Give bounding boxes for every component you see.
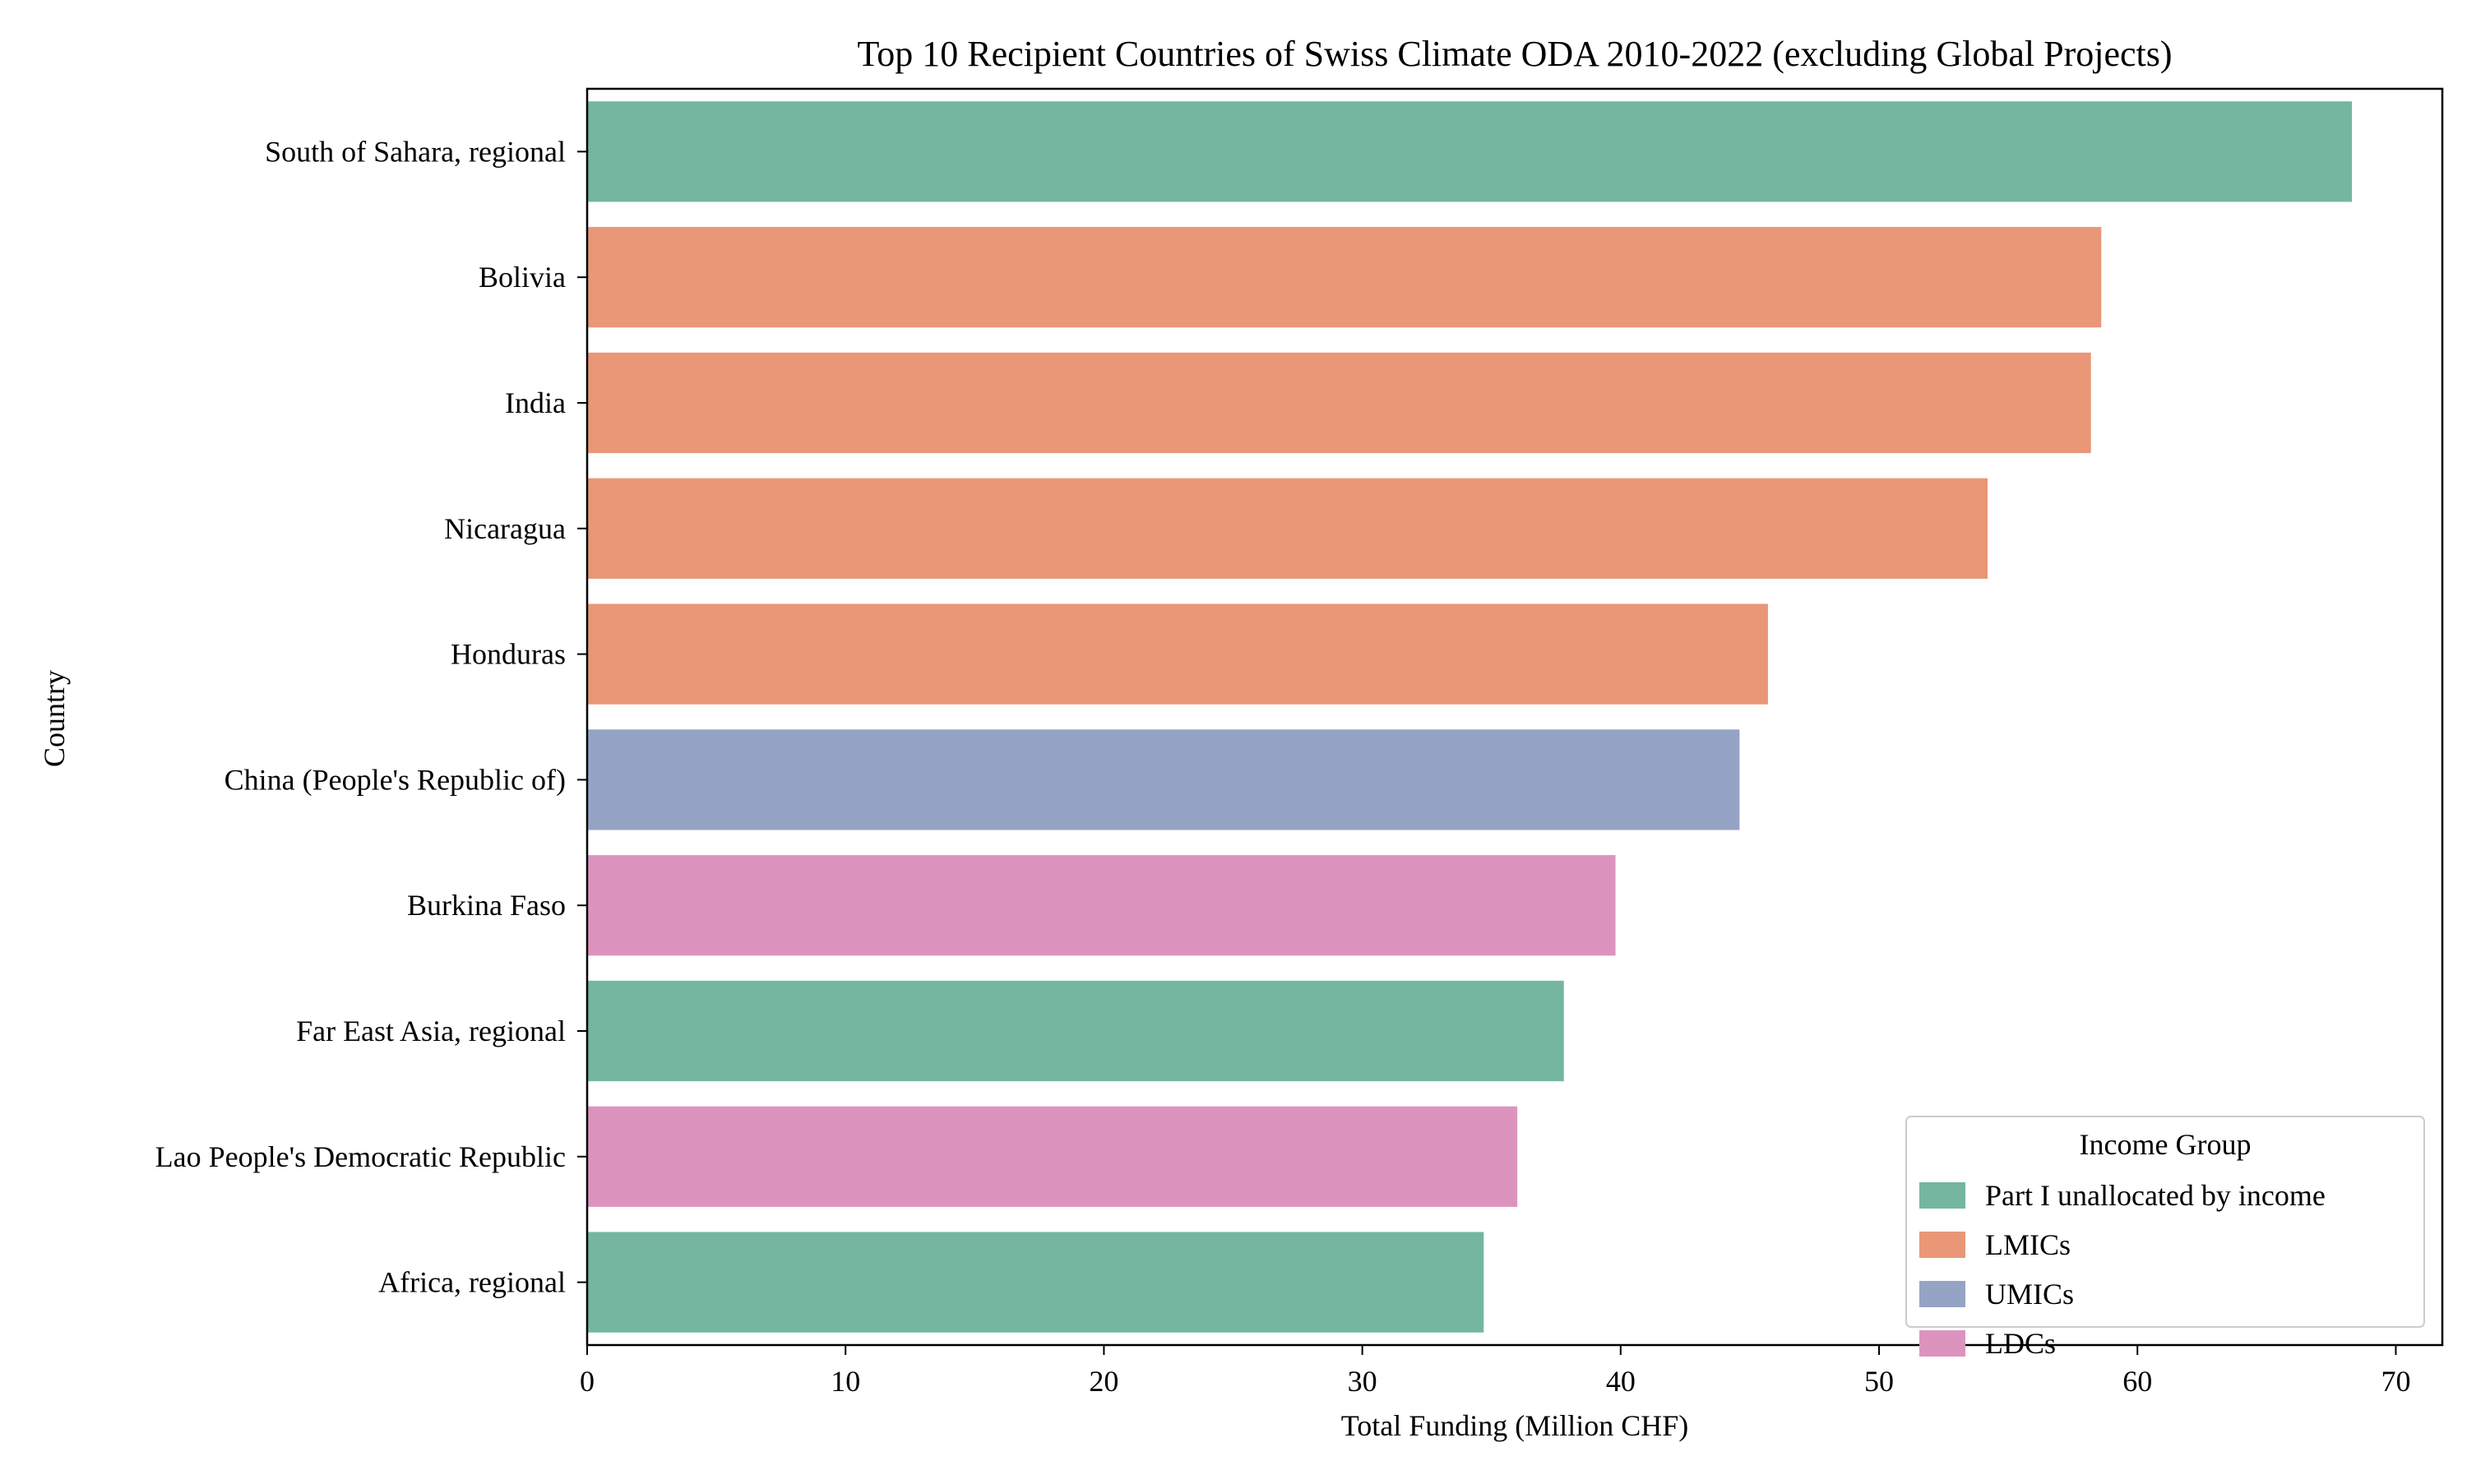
bar bbox=[587, 1106, 1518, 1207]
x-tick-label: 40 bbox=[1606, 1365, 1636, 1398]
bar bbox=[587, 980, 1564, 1082]
bar bbox=[587, 855, 1616, 956]
x-tick-label: 70 bbox=[2381, 1365, 2410, 1398]
y-tick-label: China (People's Republic of) bbox=[224, 763, 566, 796]
legend-box bbox=[1905, 1116, 2425, 1328]
x-tick-label: 0 bbox=[580, 1365, 595, 1398]
y-tick-label: Far East Asia, regional bbox=[296, 1015, 566, 1047]
bar bbox=[587, 729, 1740, 830]
x-tick-label: 10 bbox=[831, 1365, 860, 1398]
x-tick-label: 50 bbox=[1864, 1365, 1894, 1398]
legend-swatch bbox=[1919, 1232, 1965, 1258]
legend-label: LMICs bbox=[1985, 1228, 2071, 1261]
bar bbox=[587, 603, 1768, 705]
x-axis-label: Total Funding (Million CHF) bbox=[1341, 1409, 1689, 1442]
bar bbox=[587, 352, 2091, 454]
bars-group bbox=[587, 101, 2353, 1333]
y-tick-label: Honduras bbox=[451, 638, 566, 671]
plot-frame bbox=[586, 87, 2444, 1347]
legend-title: Income Group bbox=[2080, 1128, 2252, 1161]
legend-swatch bbox=[1919, 1281, 1965, 1307]
y-tick-label: Africa, regional bbox=[378, 1266, 566, 1299]
x-tick-label: 60 bbox=[2122, 1365, 2152, 1398]
y-tick-label: South of Sahara, regional bbox=[265, 135, 566, 168]
chart-title: Top 10 Recipient Countries of Swiss Clim… bbox=[857, 34, 2172, 74]
y-tick-label: Burkina Faso bbox=[407, 889, 566, 922]
y-axis-label: Country bbox=[38, 670, 71, 767]
bar bbox=[587, 478, 1988, 579]
y-tick-labels: South of Sahara, regional Bolivia India Nic… bbox=[155, 135, 587, 1299]
y-tick-label: India bbox=[505, 386, 566, 419]
x-tick-label: 20 bbox=[1089, 1365, 1118, 1398]
bar bbox=[587, 1232, 1484, 1333]
legend-label: Part I unallocated by income bbox=[1985, 1179, 2326, 1212]
y-tick-label: Bolivia bbox=[479, 261, 566, 294]
y-tick-label: Lao People's Democratic Republic bbox=[155, 1140, 566, 1173]
legend-label: LDCs bbox=[1985, 1327, 2056, 1360]
x-axis: 0 10 20 30 40 50 60 70 bbox=[580, 1345, 2410, 1398]
x-tick-label: 30 bbox=[1348, 1365, 1377, 1398]
y-tick-label: Nicaragua bbox=[444, 512, 566, 545]
legend-label: UMICs bbox=[1985, 1278, 2074, 1311]
bar bbox=[587, 101, 2353, 202]
legend-swatch bbox=[1919, 1330, 1965, 1357]
bar bbox=[587, 227, 2102, 328]
legend: Income Group Part I unallocated by income… bbox=[1905, 1116, 2425, 1360]
legend-swatch bbox=[1919, 1182, 1965, 1209]
